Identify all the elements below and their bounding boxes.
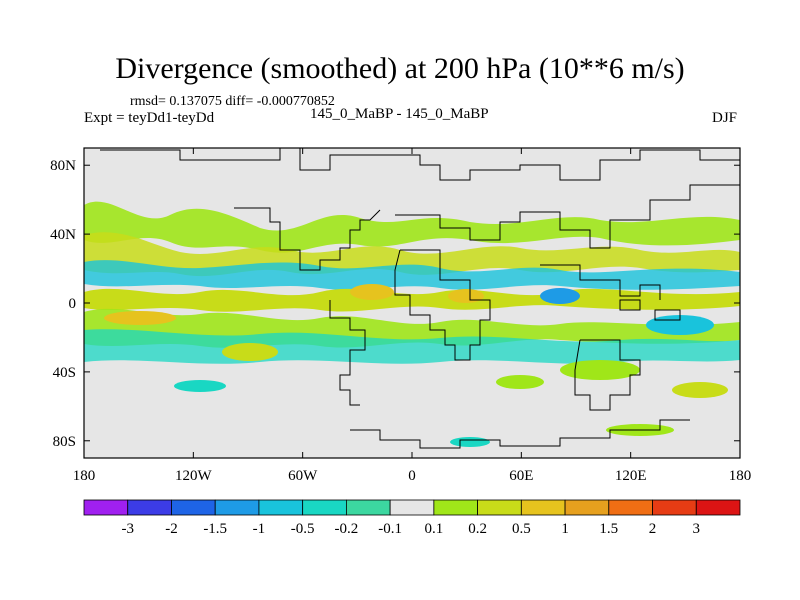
y-axis: 80N 40N 0 40S 80S xyxy=(50,158,740,450)
colorbar-label: 3 xyxy=(693,521,701,537)
colorbar-label: -0.1 xyxy=(378,521,402,537)
colorbar-swatch xyxy=(345,499,391,516)
colorbar-swatch xyxy=(258,499,304,516)
colorbar-label: -0.5 xyxy=(291,521,315,537)
colorbar-swatch xyxy=(652,499,697,516)
colorbar-label: 1.5 xyxy=(599,521,618,537)
y-tick-label: 80S xyxy=(53,434,76,450)
colorbar-label: -0.2 xyxy=(335,521,359,537)
colorbar-label: -1.5 xyxy=(203,521,227,537)
colorbar-swatch xyxy=(433,499,479,516)
colorbar-swatch xyxy=(608,499,653,516)
colorbar-label: 2 xyxy=(649,521,657,537)
colorbar-swatch xyxy=(214,499,260,516)
colorbar-swatch xyxy=(520,499,566,516)
x-tick-label: 60E xyxy=(509,468,533,484)
colorbar: -3 -2 -1.5 -1 -0.5 -0.2 -0.1 0.1 0.2 0.5 1 1.5 2 3 xyxy=(83,499,741,537)
x-tick-label: 180 xyxy=(729,468,752,484)
colorbar-label: 0.1 xyxy=(424,521,443,537)
season-label: DJF xyxy=(712,110,738,126)
x-tick-label: 120E xyxy=(615,468,647,484)
colorbar-swatch xyxy=(302,499,347,516)
stats-line: rmsd= 0.137075 diff= -0.000770852 xyxy=(130,94,335,109)
colorbar-swatch xyxy=(171,499,216,516)
colorbar-label: 1 xyxy=(561,521,569,537)
colorbar-label: -3 xyxy=(121,521,134,537)
chart-title: Divergence (smoothed) at 200 hPa (10**6 … xyxy=(115,52,685,85)
coastlines xyxy=(100,148,740,449)
colorbar-swatch xyxy=(389,499,435,516)
colorbar-label: -2 xyxy=(165,521,178,537)
colorbar-label: -1 xyxy=(253,521,266,537)
y-tick-label: 80N xyxy=(50,158,76,174)
y-tick-label: 40S xyxy=(53,365,76,381)
experiment-label: Expt = teyDd1-teyDd xyxy=(84,110,215,126)
colorbar-swatch xyxy=(127,499,172,516)
x-tick-label: 0 xyxy=(408,468,416,484)
colorbar-label: 0.2 xyxy=(468,521,487,537)
x-tick-label: 120W xyxy=(175,468,213,484)
center-label: 145_0_MaBP - 145_0_MaBP xyxy=(310,106,489,122)
colorbar-swatch xyxy=(477,499,522,516)
colorbar-swatch xyxy=(695,499,741,516)
colorbar-label: 0.5 xyxy=(512,521,531,537)
colorbar-swatch xyxy=(83,499,129,516)
y-tick-label: 0 xyxy=(69,296,77,312)
contour-fill xyxy=(84,201,740,447)
colorbar-swatch xyxy=(564,499,610,516)
x-tick-label: 180 xyxy=(73,468,96,484)
x-axis: 180 120W 60W 0 60E 120E 180 xyxy=(73,148,752,484)
y-tick-label: 40N xyxy=(50,227,76,243)
x-tick-label: 60W xyxy=(288,468,318,484)
